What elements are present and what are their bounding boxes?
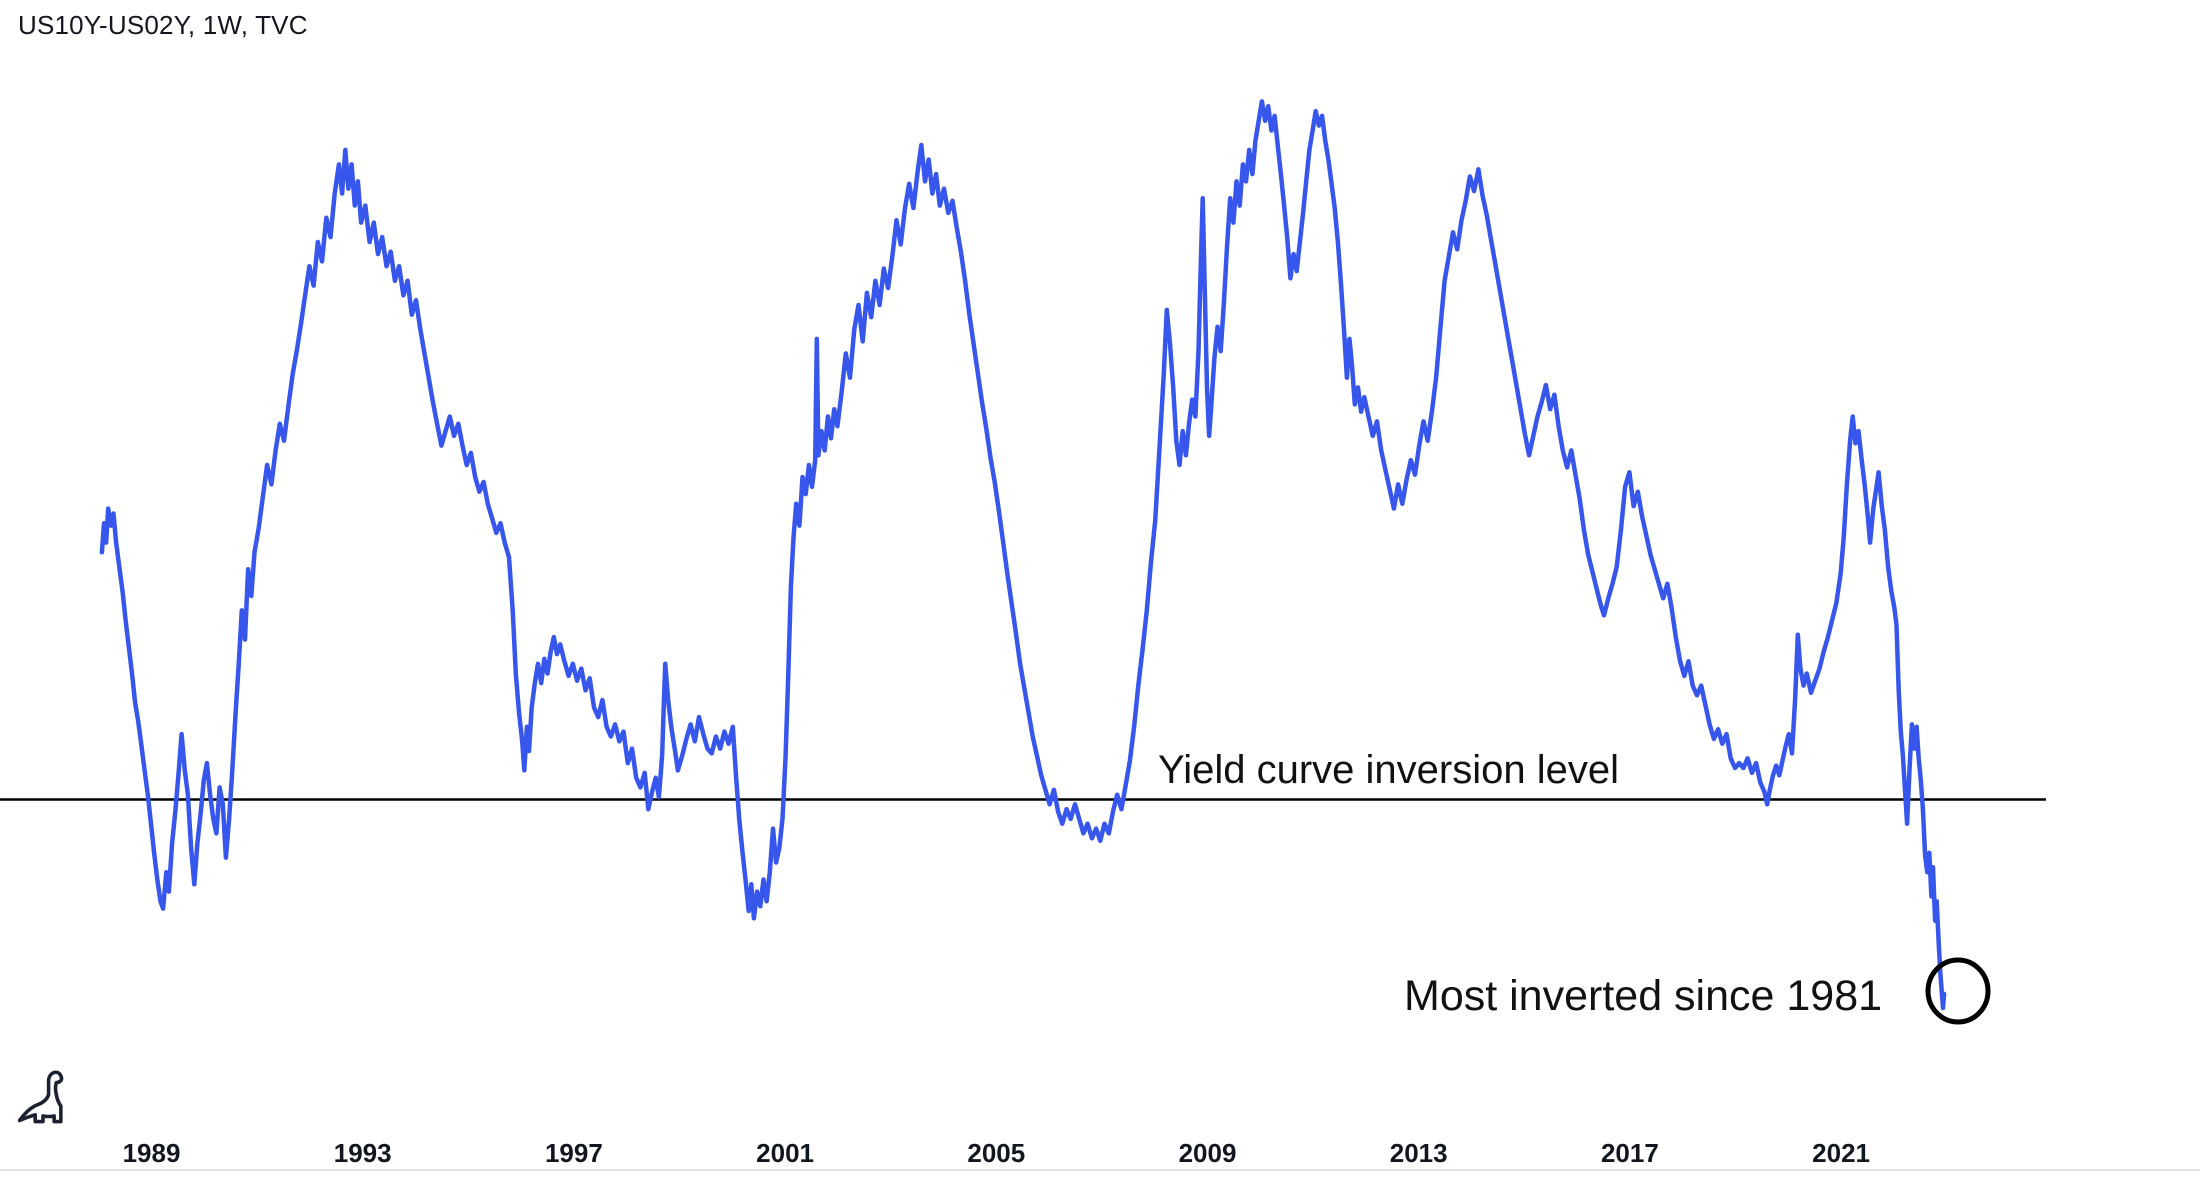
tradingview-dino-logo-icon[interactable] [16, 1068, 70, 1126]
time-scale-tick-label: 2021 [1812, 1138, 1871, 1168]
time-scale-tick-label: 2017 [1600, 1138, 1659, 1168]
time-scale-tick-label: 1993 [333, 1138, 392, 1168]
time-scale-tick-label: 1997 [544, 1138, 603, 1168]
time-scale-tick-label: 1989 [122, 1138, 181, 1168]
last-point-text-annotation[interactable]: Most inverted since 1981 [1404, 972, 1883, 1020]
symbol-legend-title[interactable]: US10Y-US02Y, 1W, TVC [18, 10, 308, 40]
time-scale-tick-label: 2001 [756, 1138, 815, 1168]
price-scale[interactable]: % 3.000%2.500%2.000%1.500%1.000%0.500%−0… [2046, 0, 2200, 1130]
time-scale-tick-label: 2009 [1178, 1138, 1237, 1168]
spread-line-series[interactable] [99, 99, 1947, 1011]
bottom-toolbar-edge [0, 1169, 2200, 1171]
time-scale-tick-label: 2005 [967, 1138, 1026, 1168]
circle-annotation[interactable] [1925, 957, 1991, 1025]
time-scale[interactable]: 1989 1993 1997 2001 2005 2009 2013 2017 2021 [0, 1128, 2200, 1172]
zero-line-text-annotation[interactable]: Yield curve inversion level [1158, 748, 1619, 792]
time-scale-tick-label: 2013 [1389, 1138, 1448, 1168]
